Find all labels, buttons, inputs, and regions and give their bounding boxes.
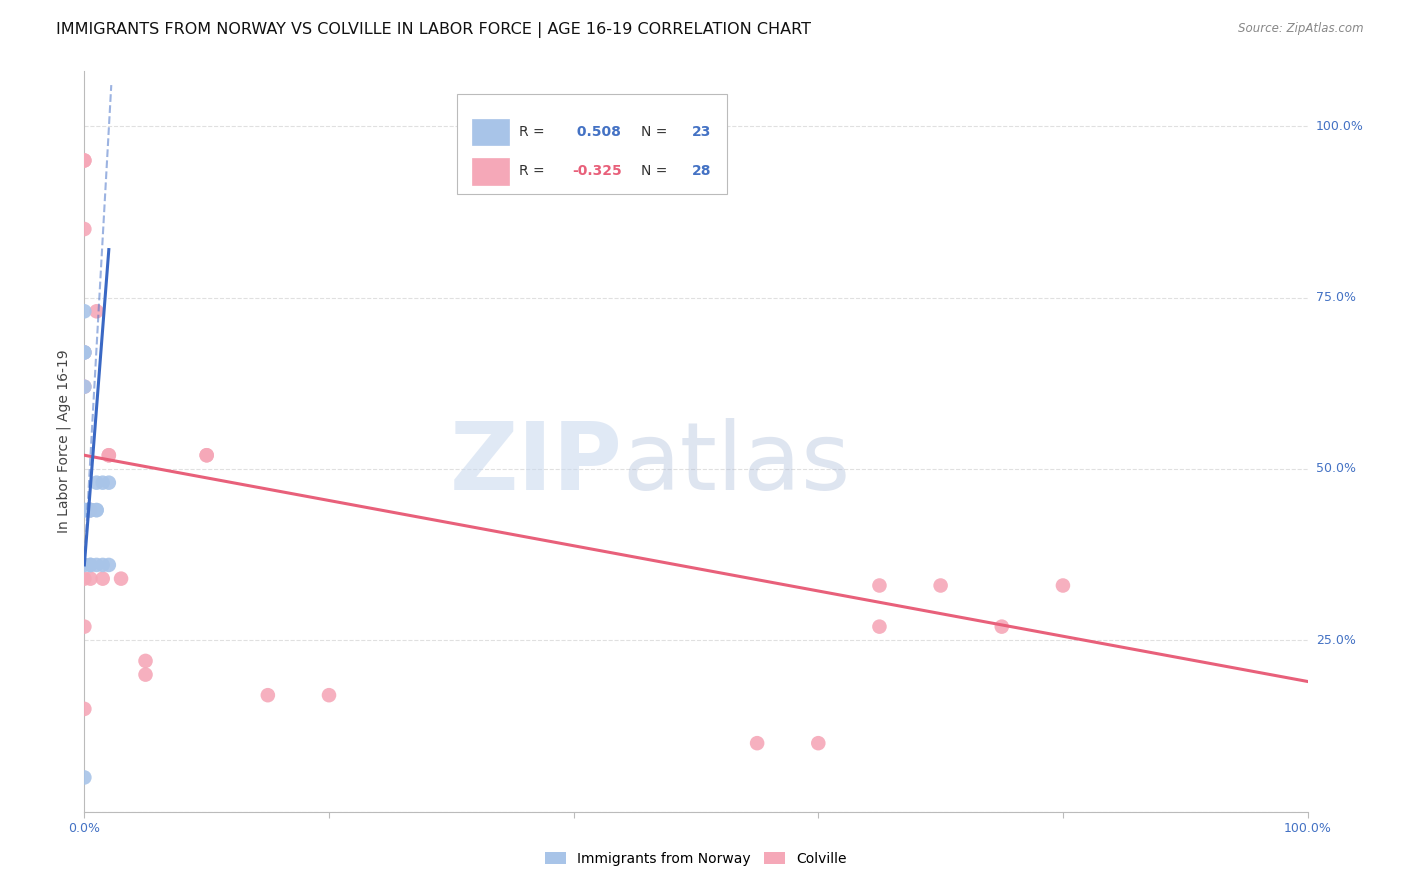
Point: [86, 304, 108, 318]
Point: [318, 688, 340, 702]
Point: [991, 619, 1014, 633]
Point: [91, 572, 114, 586]
Point: [135, 667, 157, 681]
Text: 23: 23: [692, 125, 711, 139]
Text: 0.508: 0.508: [572, 125, 621, 139]
Point: [79, 558, 101, 572]
Point: [73, 304, 96, 318]
Text: R =: R =: [519, 164, 548, 178]
Point: [79, 503, 101, 517]
Point: [97, 448, 120, 462]
Text: atlas: atlas: [623, 417, 851, 509]
Legend: Immigrants from Norway, Colville: Immigrants from Norway, Colville: [540, 847, 852, 871]
Point: [869, 619, 891, 633]
Point: [97, 448, 120, 462]
Point: [79, 503, 101, 517]
FancyBboxPatch shape: [472, 119, 509, 145]
Point: [73, 702, 96, 716]
Point: [97, 558, 120, 572]
FancyBboxPatch shape: [472, 158, 509, 185]
Point: [79, 503, 101, 517]
Point: [91, 558, 114, 572]
Point: [73, 345, 96, 359]
Point: [86, 503, 108, 517]
Point: [257, 688, 280, 702]
Point: [91, 475, 114, 490]
Text: 75.0%: 75.0%: [1316, 291, 1355, 304]
Point: [1052, 578, 1074, 592]
Point: [195, 448, 218, 462]
Text: ZIP: ZIP: [450, 417, 623, 509]
Point: [73, 503, 96, 517]
Y-axis label: In Labor Force | Age 16-19: In Labor Force | Age 16-19: [56, 350, 72, 533]
Point: [73, 380, 96, 394]
Point: [807, 736, 830, 750]
Point: [195, 448, 218, 462]
Point: [79, 572, 101, 586]
Text: 28: 28: [692, 164, 711, 178]
Point: [73, 619, 96, 633]
Point: [869, 578, 891, 592]
Point: [73, 345, 96, 359]
Point: [747, 736, 769, 750]
Point: [73, 380, 96, 394]
FancyBboxPatch shape: [457, 94, 727, 194]
Point: [929, 578, 952, 592]
Point: [97, 475, 120, 490]
Point: [73, 222, 96, 236]
Text: 50.0%: 50.0%: [1316, 462, 1355, 475]
Text: 100.0%: 100.0%: [1316, 120, 1364, 133]
Text: Source: ZipAtlas.com: Source: ZipAtlas.com: [1239, 22, 1364, 36]
Text: 25.0%: 25.0%: [1316, 634, 1355, 647]
Point: [110, 572, 132, 586]
Point: [79, 558, 101, 572]
Text: R =: R =: [519, 125, 548, 139]
Point: [79, 503, 101, 517]
Text: N =: N =: [641, 164, 672, 178]
Point: [73, 771, 96, 785]
Point: [86, 503, 108, 517]
Point: [73, 503, 96, 517]
Point: [73, 503, 96, 517]
Point: [135, 654, 157, 668]
Point: [79, 503, 101, 517]
Text: -0.325: -0.325: [572, 164, 623, 178]
Point: [73, 572, 96, 586]
Point: [86, 475, 108, 490]
Point: [73, 558, 96, 572]
Point: [73, 153, 96, 168]
Point: [73, 345, 96, 359]
Text: N =: N =: [641, 125, 672, 139]
Text: IMMIGRANTS FROM NORWAY VS COLVILLE IN LABOR FORCE | AGE 16-19 CORRELATION CHART: IMMIGRANTS FROM NORWAY VS COLVILLE IN LA…: [56, 22, 811, 38]
Point: [86, 558, 108, 572]
Point: [73, 153, 96, 168]
